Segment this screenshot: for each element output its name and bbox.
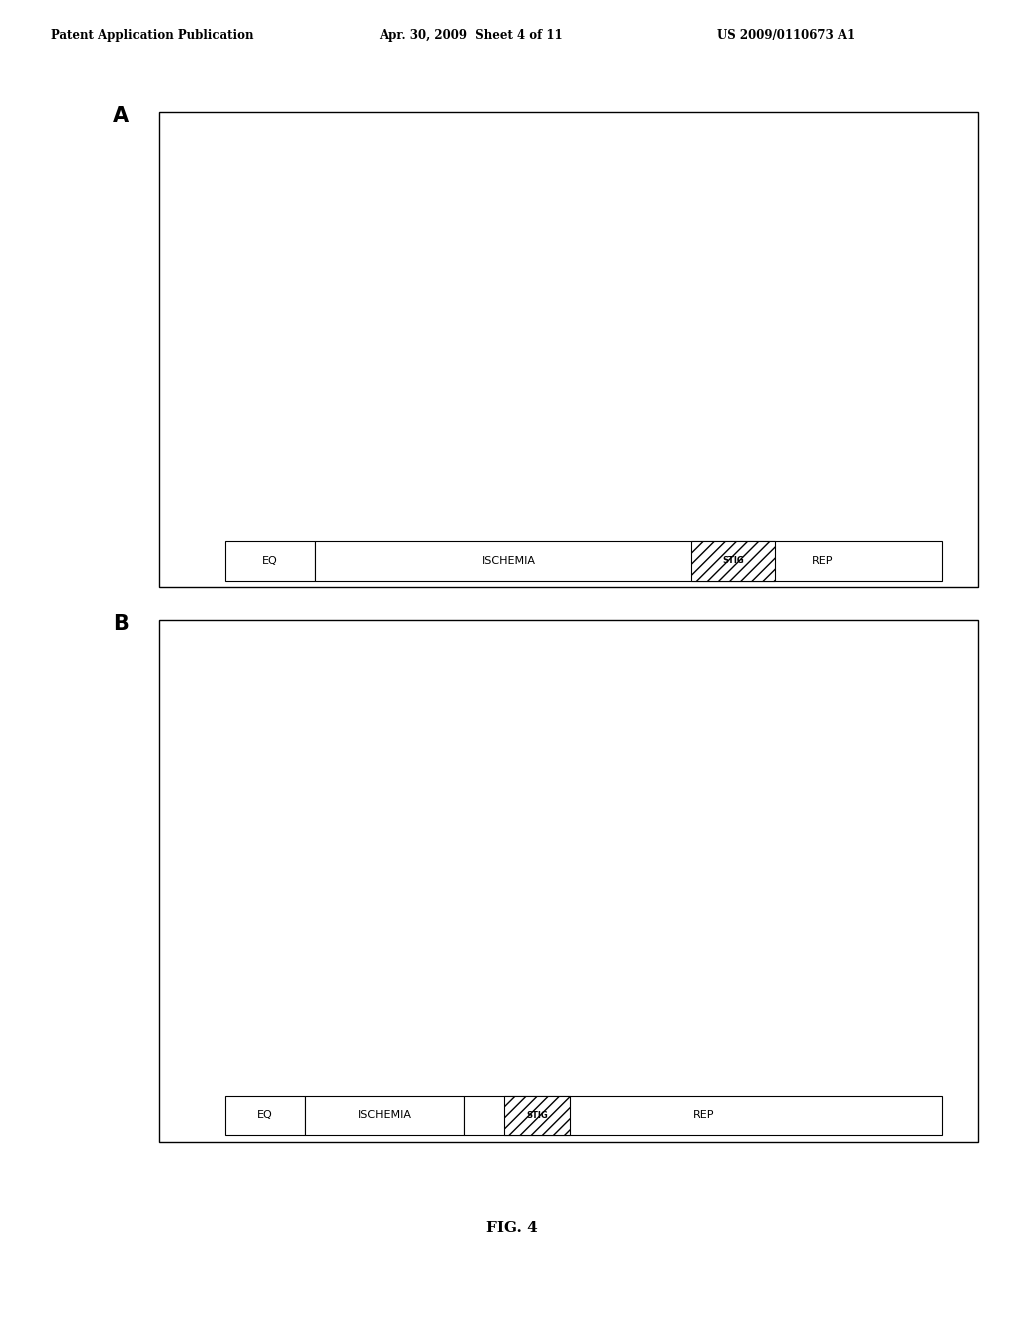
Y-axis label: DCF fluorescence (a.u.): DCF fluorescence (a.u.) bbox=[189, 243, 203, 391]
Text: *: * bbox=[361, 660, 366, 671]
Text: *: * bbox=[797, 478, 801, 488]
X-axis label: STIGMATELLIN DOSE/DURATION: STIGMATELLIN DOSE/DURATION bbox=[347, 915, 446, 920]
Text: *: * bbox=[495, 796, 499, 807]
Text: *: * bbox=[749, 478, 754, 488]
Text: B: B bbox=[113, 614, 129, 634]
Text: *: * bbox=[779, 991, 786, 1005]
Bar bbox=[340, 685, 387, 891]
Legend: I/R, I/R & STIG (2-20 nM): I/R, I/R & STIG (2-20 nM) bbox=[791, 663, 939, 697]
X-axis label: Time (min): Time (min) bbox=[550, 1074, 617, 1088]
Text: *: * bbox=[939, 985, 945, 998]
Text: *: * bbox=[699, 1001, 707, 1014]
Text: Patent Application Publication: Patent Application Publication bbox=[51, 29, 254, 42]
Bar bbox=[407, 763, 454, 891]
Text: US 2009/0110673 A1: US 2009/0110673 A1 bbox=[717, 29, 855, 42]
X-axis label: Time (min): Time (min) bbox=[550, 520, 617, 533]
Y-axis label: Cell death (% PI uptake): Cell death (% PI uptake) bbox=[183, 779, 196, 931]
Legend: I/R, I/R & Stigmatellin (2-20 nM): I/R, I/R & Stigmatellin (2-20 nM) bbox=[228, 141, 416, 176]
Text: STIG: STIG bbox=[526, 1111, 548, 1119]
Text: STIG: STIG bbox=[722, 557, 743, 565]
Text: ISCHEMIA: ISCHEMIA bbox=[357, 1110, 412, 1121]
Text: *: * bbox=[621, 1010, 627, 1023]
Text: *: * bbox=[859, 987, 865, 1001]
Text: ISCHEMIA: ISCHEMIA bbox=[482, 556, 536, 566]
Bar bbox=[473, 820, 520, 891]
Text: *: * bbox=[772, 478, 777, 488]
Text: FIG. 4: FIG. 4 bbox=[486, 1221, 538, 1236]
Text: REP: REP bbox=[812, 556, 834, 566]
Text: EQ: EQ bbox=[262, 556, 278, 566]
Text: REP: REP bbox=[692, 1110, 714, 1121]
Text: A: A bbox=[113, 106, 129, 125]
Text: EQ: EQ bbox=[257, 1110, 273, 1121]
Y-axis label: Cell death (% PI uptake): Cell death (% PI uptake) bbox=[231, 734, 239, 817]
Bar bbox=[273, 768, 321, 891]
Text: Apr. 30, 2009  Sheet 4 of 11: Apr. 30, 2009 Sheet 4 of 11 bbox=[379, 29, 562, 42]
